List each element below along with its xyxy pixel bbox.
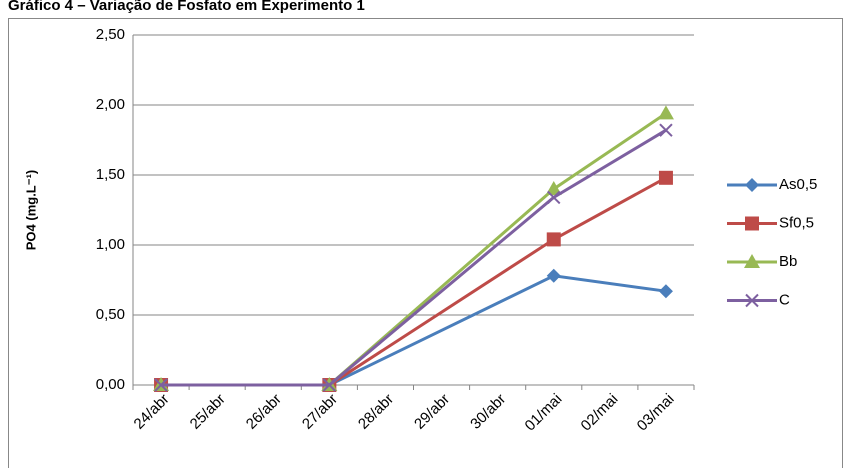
y-tick-label: 1,50 — [96, 166, 125, 183]
legend-label: Sf0,5 — [779, 214, 814, 231]
marker — [745, 178, 759, 192]
marker — [547, 190, 561, 205]
marker — [545, 181, 562, 195]
marker — [657, 105, 674, 120]
series-line — [161, 128, 667, 387]
y-tick-label: 0,00 — [96, 376, 125, 393]
legend-label: C — [779, 291, 790, 308]
y-axis-label: PO4 (mg.L⁻¹) — [23, 170, 38, 251]
marker — [154, 378, 168, 392]
legend-label: As0,5 — [779, 176, 817, 193]
marker — [546, 232, 561, 247]
y-tick-label: 2,50 — [96, 26, 125, 43]
y-tick-label: 1,00 — [96, 236, 125, 253]
marker — [546, 268, 561, 283]
marker — [745, 216, 759, 231]
marker — [658, 170, 673, 185]
chart-frame — [8, 18, 843, 468]
chart-title: Gráfico 4 – Variação de Fosfato em Exper… — [8, 0, 365, 14]
marker — [745, 293, 759, 308]
y-tick-label: 2,00 — [96, 96, 125, 113]
marker — [744, 254, 760, 268]
y-tick-label: 0,50 — [96, 306, 125, 323]
marker — [658, 284, 673, 299]
marker — [322, 378, 337, 392]
marker — [659, 123, 673, 137]
legend-label: Bb — [779, 253, 797, 270]
